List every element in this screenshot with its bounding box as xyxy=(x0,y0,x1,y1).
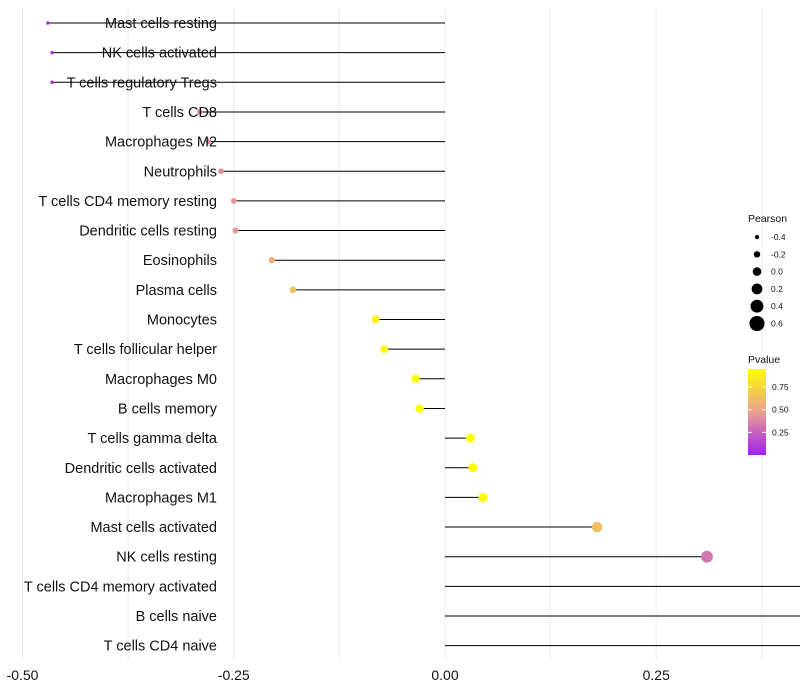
legend-pvalue-title: Pvalue xyxy=(748,354,780,366)
legend-size-label: -0.4 xyxy=(771,232,786,242)
lollipop-point xyxy=(218,168,224,175)
lollipop-point xyxy=(46,21,50,25)
y-tick-label: Macrophages M1 xyxy=(105,490,217,506)
legend-color-label: 0.50 xyxy=(772,405,789,415)
x-tick-label: 0.00 xyxy=(431,667,458,683)
y-tick-label: NK cells resting xyxy=(116,550,217,566)
legend-pvalue-colorbar xyxy=(748,369,766,455)
legend-size-key xyxy=(754,234,760,240)
y-tick-label: Macrophages M0 xyxy=(105,372,217,388)
x-axis-labels: -0.50-0.250.000.250.50 xyxy=(7,667,671,683)
lollipop-point xyxy=(411,374,420,383)
legend-size-key xyxy=(753,251,761,258)
x-tick-label: -0.25 xyxy=(218,667,250,683)
legend-size-key xyxy=(750,299,764,313)
lollipop-point xyxy=(50,80,54,85)
legend-size-label: 0.2 xyxy=(771,284,783,294)
lollipop-point xyxy=(415,404,424,413)
legend-pearson: Pearson -0.4 -0.2 0.0 0.2 0.4 0.6 xyxy=(748,213,787,332)
lollipop-point xyxy=(197,109,203,115)
y-tick-label: T cells gamma delta xyxy=(88,431,218,447)
legend-size-key xyxy=(751,283,763,295)
lollipop-point xyxy=(380,345,389,354)
y-tick-label: Mast cells activated xyxy=(90,520,217,536)
y-tick-label: T cells CD4 memory activated xyxy=(24,579,217,595)
y-tick-label: Plasma cells xyxy=(136,283,217,299)
grid-layer xyxy=(22,8,763,660)
legend-color-label: 0.25 xyxy=(772,427,789,437)
legend-size-label: -0.2 xyxy=(771,249,786,259)
y-tick-label: Eosinophils xyxy=(143,253,217,269)
y-tick-label: Dendritic cells resting xyxy=(79,224,217,240)
lollipop-point xyxy=(205,138,212,145)
y-tick-label: T cells follicular helper xyxy=(74,342,217,358)
lollipop-point xyxy=(700,550,713,563)
lollipop-point xyxy=(50,50,54,55)
legend-pearson-title: Pearson xyxy=(748,213,787,225)
y-tick-label: T cells CD4 memory resting xyxy=(38,194,217,210)
legend-color-label: 0.75 xyxy=(772,382,789,392)
y-tick-label: Macrophages M2 xyxy=(105,135,217,151)
y-tick-label: T cells regulatory Tregs xyxy=(67,75,217,91)
lollipop-point xyxy=(268,257,275,264)
y-tick-label: T cells CD4 naive xyxy=(104,639,217,655)
lollipop-point xyxy=(230,197,237,204)
y-tick-label: B cells naive xyxy=(136,609,217,625)
legend-size-key xyxy=(749,315,765,332)
lollipop-point xyxy=(371,315,380,324)
lollipop-point xyxy=(465,433,475,443)
legend-size-label: 0.6 xyxy=(771,319,783,329)
x-tick-label: -0.50 xyxy=(7,667,39,683)
lollipop-point xyxy=(289,286,297,294)
y-tick-label: B cells memory xyxy=(118,401,218,417)
legend-size-key xyxy=(752,267,762,276)
lollipop-point xyxy=(468,463,478,473)
y-tick-label: Mast cells resting xyxy=(105,16,217,32)
legend-size-label: 0.0 xyxy=(771,267,783,277)
lollipop-point xyxy=(591,521,603,533)
legend-pvalue: Pvalue 0.75 0.50 0.25 xyxy=(748,354,789,455)
x-tick-label: 0.25 xyxy=(643,667,670,683)
y-tick-label: Monocytes xyxy=(147,313,217,329)
y-tick-label: Dendritic cells activated xyxy=(65,461,217,477)
point-layer xyxy=(46,21,713,563)
legend-size-label: 0.4 xyxy=(771,301,783,311)
y-tick-label: Neutrophils xyxy=(144,164,217,180)
lollipop-point xyxy=(478,492,488,502)
y-axis-labels: Mast cells resting NK cells activated T ce… xyxy=(24,16,218,655)
y-tick-label: T cells CD8 xyxy=(142,105,217,121)
lollipop-point xyxy=(232,227,239,234)
y-tick-label: NK cells activated xyxy=(102,46,217,62)
